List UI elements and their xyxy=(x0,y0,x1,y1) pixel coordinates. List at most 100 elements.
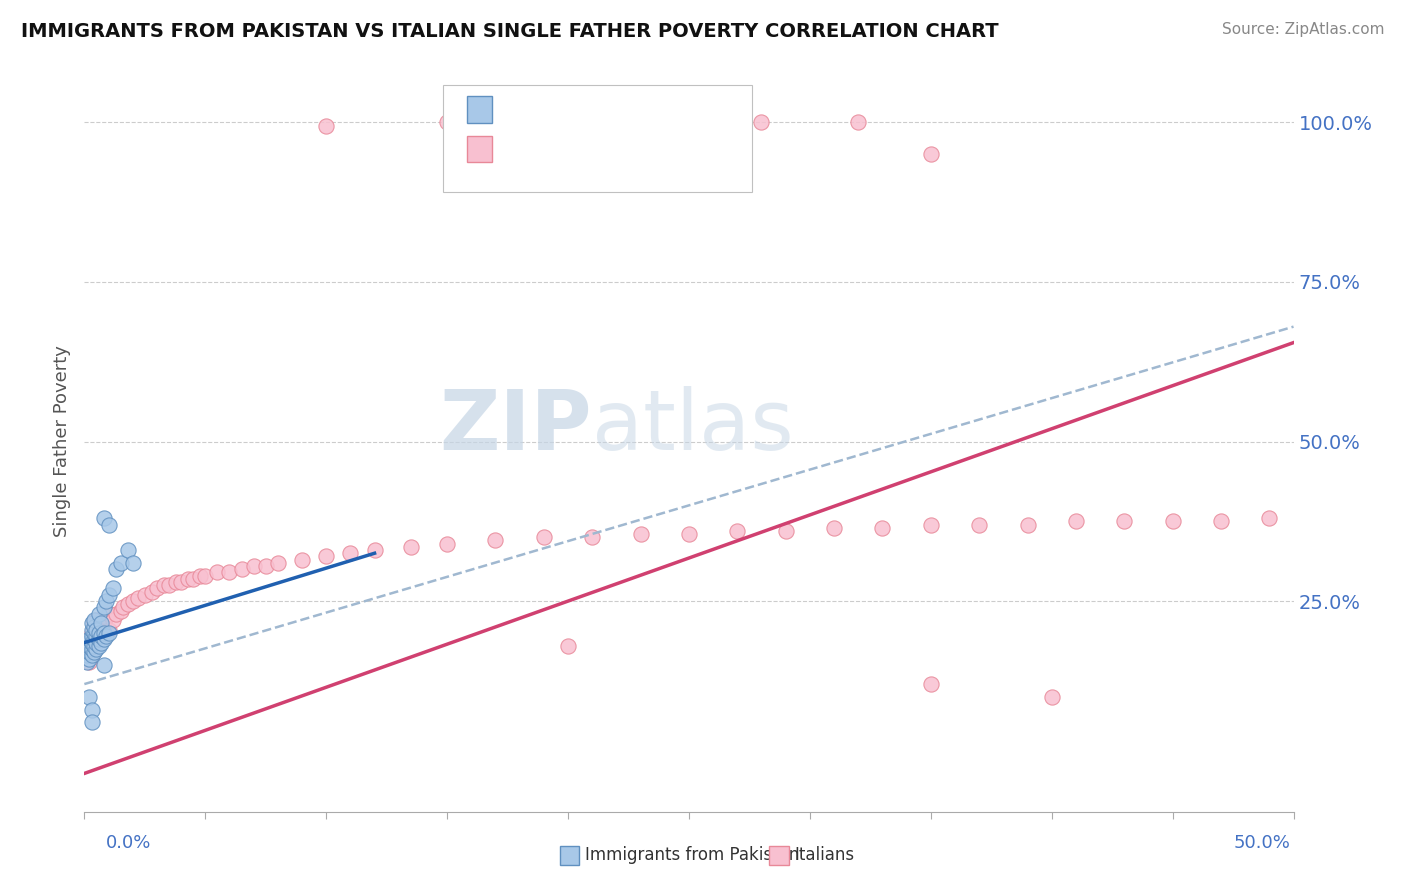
Point xyxy=(242,559,264,574)
Point xyxy=(1258,511,1281,525)
Point xyxy=(83,629,105,643)
Point xyxy=(920,517,942,532)
Point xyxy=(1017,517,1039,532)
Point xyxy=(76,655,98,669)
Point xyxy=(94,610,117,624)
Text: Source: ZipAtlas.com: Source: ZipAtlas.com xyxy=(1222,22,1385,37)
Point xyxy=(94,594,117,608)
Point xyxy=(436,115,458,129)
Point xyxy=(399,540,422,554)
Point xyxy=(76,642,98,657)
Point xyxy=(80,639,103,653)
Point xyxy=(87,623,110,637)
Point xyxy=(94,629,117,643)
Point xyxy=(93,511,115,525)
Point xyxy=(678,527,700,541)
Point xyxy=(725,524,748,538)
Point xyxy=(80,715,103,730)
Text: IMMIGRANTS FROM PAKISTAN VS ITALIAN SINGLE FATHER POVERTY CORRELATION CHART: IMMIGRANTS FROM PAKISTAN VS ITALIAN SING… xyxy=(21,22,998,41)
Point xyxy=(83,616,105,631)
Point xyxy=(77,632,100,647)
Point xyxy=(86,635,108,649)
Point xyxy=(80,648,103,663)
Point xyxy=(87,626,110,640)
Point xyxy=(103,582,125,596)
Point xyxy=(315,119,337,133)
Point xyxy=(267,556,290,570)
Point xyxy=(80,703,103,717)
Point xyxy=(90,635,112,649)
Point xyxy=(93,657,115,672)
Point xyxy=(86,639,108,653)
Point xyxy=(557,639,579,653)
Point xyxy=(1064,514,1087,528)
Point xyxy=(80,616,103,631)
Point xyxy=(1114,514,1136,528)
Point xyxy=(77,651,100,665)
Point xyxy=(86,623,108,637)
Point xyxy=(920,677,942,691)
Point xyxy=(291,552,314,566)
Point xyxy=(97,607,120,621)
Point xyxy=(339,546,361,560)
Point xyxy=(104,607,127,621)
Text: R = 0.541   N = 78: R = 0.541 N = 78 xyxy=(502,140,672,158)
Point xyxy=(77,645,100,659)
Point xyxy=(146,582,169,596)
Point xyxy=(153,578,176,592)
Point xyxy=(86,613,108,627)
Point xyxy=(76,635,98,649)
Point xyxy=(775,524,797,538)
Point xyxy=(872,521,894,535)
Point xyxy=(77,639,100,653)
Point xyxy=(83,642,105,657)
Point xyxy=(93,616,115,631)
Point xyxy=(97,588,120,602)
Point xyxy=(231,562,253,576)
Text: ZIP: ZIP xyxy=(440,386,592,467)
Point xyxy=(76,648,98,663)
Point xyxy=(80,629,103,643)
Point xyxy=(190,568,212,582)
Point xyxy=(436,536,458,550)
Point xyxy=(90,619,112,633)
Point xyxy=(87,607,110,621)
Point xyxy=(823,521,845,535)
Point xyxy=(77,690,100,704)
Point xyxy=(121,556,143,570)
Point xyxy=(630,527,652,541)
Point xyxy=(83,639,105,653)
Point xyxy=(87,632,110,647)
Point xyxy=(103,613,125,627)
Point xyxy=(80,626,103,640)
Point xyxy=(117,543,139,558)
Point xyxy=(77,655,100,669)
Point xyxy=(83,613,105,627)
Point xyxy=(194,568,217,582)
Point xyxy=(80,635,103,649)
Point xyxy=(751,115,773,129)
Point xyxy=(97,623,120,637)
Point xyxy=(121,594,143,608)
Point xyxy=(93,626,115,640)
Point xyxy=(90,632,112,647)
Point xyxy=(90,629,112,643)
Point xyxy=(93,629,115,643)
Point xyxy=(141,584,163,599)
Point xyxy=(76,651,98,665)
Point xyxy=(1161,514,1184,528)
Point xyxy=(170,574,193,589)
Point xyxy=(1209,514,1232,528)
Point xyxy=(80,642,103,657)
Point xyxy=(533,530,555,544)
Point xyxy=(83,619,105,633)
Point xyxy=(110,556,132,570)
Point xyxy=(110,604,132,618)
Point xyxy=(94,626,117,640)
Point xyxy=(117,597,139,611)
Point xyxy=(77,645,100,659)
Point xyxy=(165,574,187,589)
Point xyxy=(254,559,277,574)
Point xyxy=(484,533,506,548)
Point xyxy=(80,648,103,663)
